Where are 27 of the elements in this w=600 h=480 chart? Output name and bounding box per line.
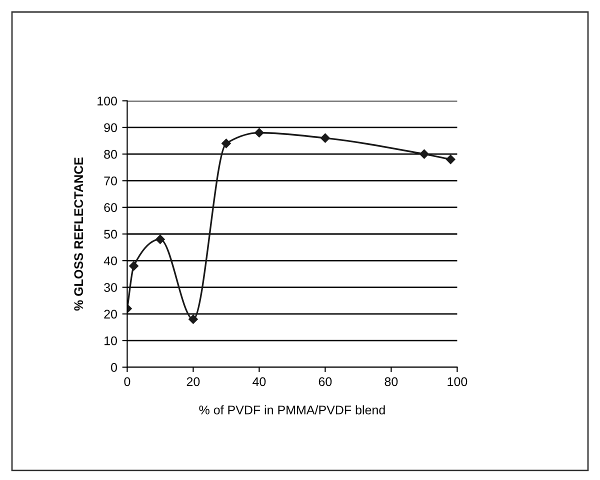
x-tick-label: 60 bbox=[318, 377, 332, 386]
x-tick-label: 100 bbox=[448, 377, 468, 386]
x-tick-label: 20 bbox=[186, 377, 200, 386]
y-axis-title: % GLOSS REFLECTANCE bbox=[74, 158, 84, 311]
point bbox=[188, 314, 198, 324]
x-axis-title: % of PVDF in PMMA/PVDF blend bbox=[199, 405, 385, 414]
point bbox=[129, 261, 138, 271]
y-tick-label: 100 bbox=[98, 96, 117, 106]
y-tick-label: 70 bbox=[104, 176, 117, 186]
point bbox=[320, 133, 330, 143]
y-tick-label: 90 bbox=[104, 123, 117, 132]
point bbox=[222, 138, 231, 148]
y-tick-label: 20 bbox=[104, 310, 117, 319]
y-tick-label: 10 bbox=[104, 336, 117, 346]
point bbox=[254, 128, 264, 138]
x-tick-label: 0 bbox=[124, 377, 130, 386]
point bbox=[420, 149, 429, 159]
y-tick-label: 50 bbox=[104, 230, 117, 239]
y-tick-label: 80 bbox=[104, 150, 117, 159]
x-tick-label: 40 bbox=[252, 377, 266, 386]
y-tick-label: 0 bbox=[111, 363, 117, 372]
point bbox=[156, 234, 165, 244]
y-tick-label: 40 bbox=[104, 256, 117, 266]
point bbox=[446, 154, 456, 164]
x-tick-label: 80 bbox=[384, 377, 398, 386]
y-tick-label: 60 bbox=[104, 203, 117, 212]
y-tick-label: 30 bbox=[104, 283, 117, 292]
